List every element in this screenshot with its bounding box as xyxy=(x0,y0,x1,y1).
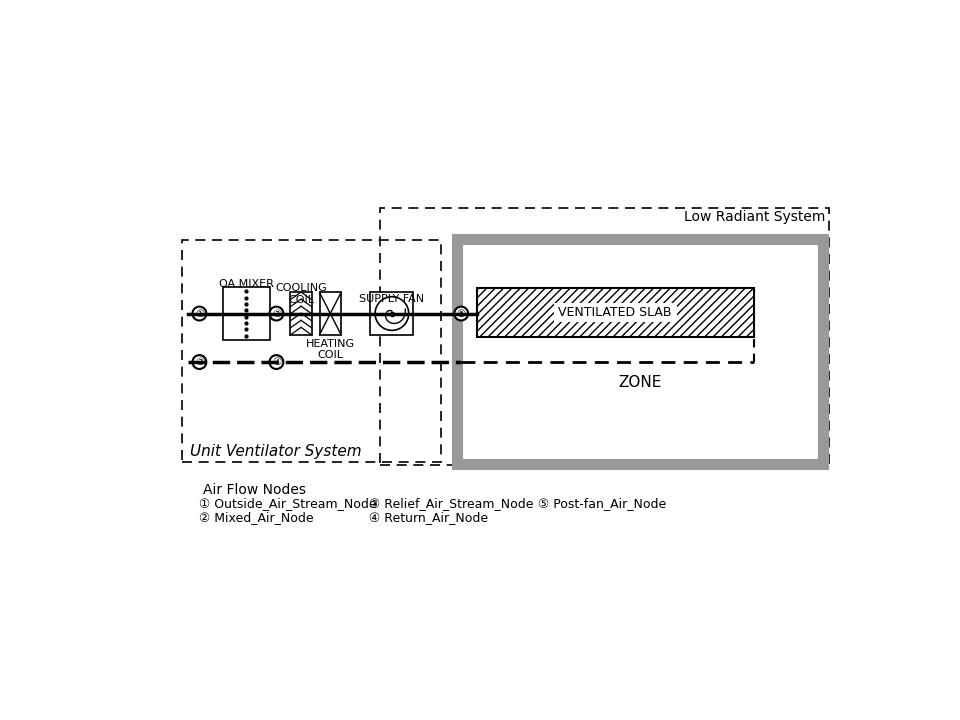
Text: Air Flow Nodes: Air Flow Nodes xyxy=(204,483,306,497)
Text: ①: ① xyxy=(195,309,204,318)
Circle shape xyxy=(192,355,206,369)
Text: ⑤: ⑤ xyxy=(457,309,466,318)
Circle shape xyxy=(192,307,206,320)
Text: VENTILATED SLAB: VENTILATED SLAB xyxy=(559,306,672,319)
Bar xyxy=(476,288,754,337)
Text: ② Mixed_Air_Node: ② Mixed_Air_Node xyxy=(200,510,314,523)
Circle shape xyxy=(270,355,283,369)
Text: ③ Relief_Air_Stream_Node: ③ Relief_Air_Stream_Node xyxy=(369,497,534,510)
Text: OA MIXER: OA MIXER xyxy=(219,279,274,289)
Circle shape xyxy=(270,307,283,320)
Bar xyxy=(371,292,414,335)
Text: HEATING
COIL: HEATING COIL xyxy=(305,338,355,360)
Bar xyxy=(554,303,677,322)
Text: ZONE: ZONE xyxy=(618,374,661,390)
Text: ④: ④ xyxy=(272,357,281,367)
Text: Low Radiant System: Low Radiant System xyxy=(684,210,826,225)
Bar xyxy=(380,208,829,465)
Bar xyxy=(457,239,823,464)
Circle shape xyxy=(454,307,468,320)
Text: ②: ② xyxy=(272,309,281,318)
Text: COOLING
COIL: COOLING COIL xyxy=(276,283,327,305)
Bar xyxy=(223,287,271,341)
Bar xyxy=(290,292,312,335)
Bar xyxy=(182,240,442,462)
Text: SUPPLY FAN: SUPPLY FAN xyxy=(359,294,424,305)
Text: Unit Ventilator System: Unit Ventilator System xyxy=(190,444,362,459)
Text: ③: ③ xyxy=(195,357,204,367)
Text: ④ Return_Air_Node: ④ Return_Air_Node xyxy=(369,510,488,523)
Bar xyxy=(320,292,341,335)
Text: ① Outside_Air_Stream_Node: ① Outside_Air_Stream_Node xyxy=(200,497,377,510)
Text: ⑤ Post-fan_Air_Node: ⑤ Post-fan_Air_Node xyxy=(539,497,666,510)
